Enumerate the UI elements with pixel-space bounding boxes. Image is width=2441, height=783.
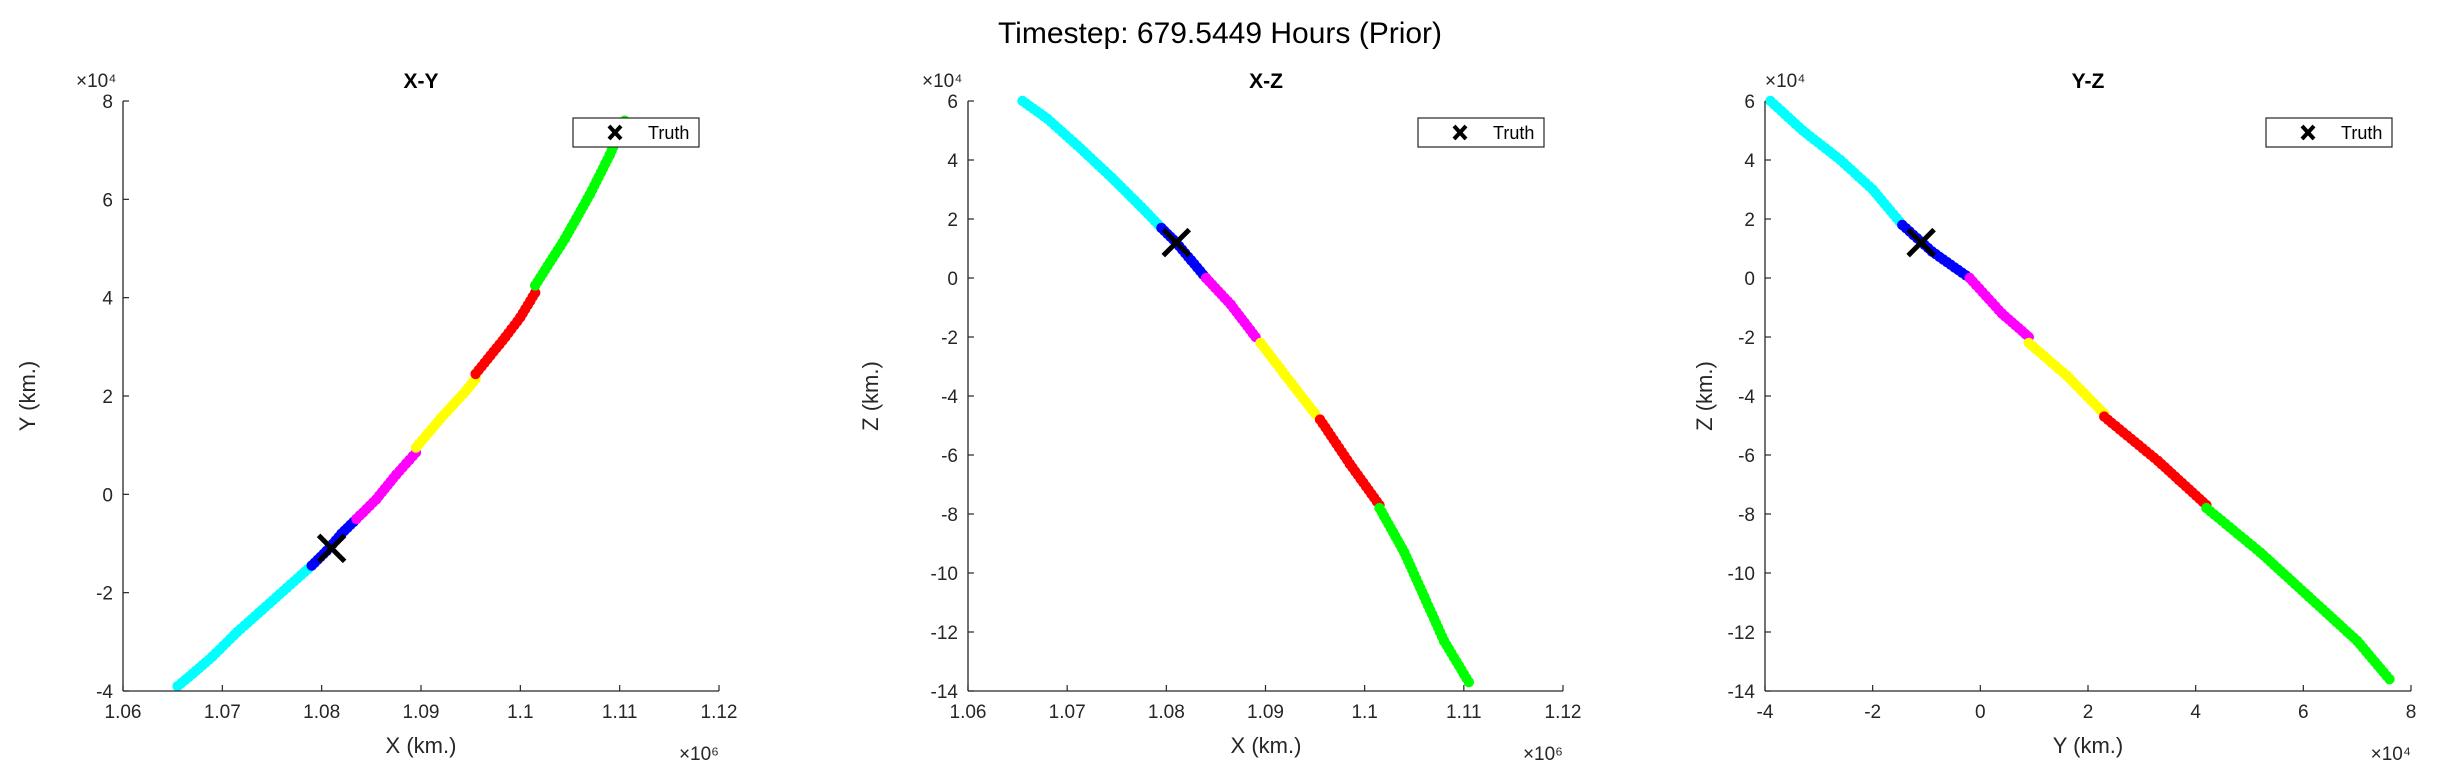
x-tick-label: 8 [2406,702,2417,723]
y-tick-label: 4 [1744,151,1755,172]
legend-truth-marker [607,124,623,141]
y-tick-label: 6 [947,92,958,113]
x-tick-label: 0 [1975,702,1986,723]
y-tick-label: -4 [1738,387,1755,408]
x-tick-label: 6 [2298,702,2309,723]
y-tick-label: -4 [941,387,958,408]
legend-label-truth: Truth [1493,123,1534,143]
legend: Truth [1417,117,1545,148]
legend: Truth [2265,117,2393,148]
data-point-red [530,287,541,298]
y-tick-label: -2 [1738,328,1755,349]
legend-box [1417,117,1545,148]
y-tick-label: -2 [96,584,113,605]
truth-marker-stroke [1161,227,1192,258]
x-axis-label: X (km.) [386,733,457,758]
legend: Truth [572,117,700,148]
y-exponent-label: ×10⁴ [76,71,116,92]
x-tick-label: 1.07 [204,702,241,723]
data-point-green [1463,676,1475,688]
y-tick-label: 0 [1744,269,1755,290]
x-axis-label: Y (km.) [2053,733,2123,758]
y-tick-label: -6 [941,446,958,467]
truth-marker-stroke [1906,227,1936,258]
y-axis-label: Z (km.) [858,361,883,431]
x-exponent-label: ×10⁴ [2371,744,2411,765]
x-tick-label: 1.06 [950,702,987,723]
y-tick-label: 0 [102,485,113,506]
x-tick-label: 1.12 [1545,702,1582,723]
y-tick-label: -10 [931,564,958,585]
y-tick-label: 0 [947,269,958,290]
x-tick-label: 2 [2083,702,2094,723]
legend-label-truth: Truth [2341,123,2382,143]
x-tick-label: 1.06 [105,702,142,723]
x-exponent-label: ×10⁶ [679,744,719,765]
y-tick-label: -14 [1728,682,1756,703]
legend-truth-marker [1452,124,1468,141]
figure-title: Timestep: 679.5449 Hours (Prior) [998,17,1442,50]
y-tick-label: 6 [102,190,113,211]
y-tick-label: -12 [1728,623,1755,644]
y-axis-label: Z (km.) [1692,361,1717,431]
x-tick-label: 1.09 [1247,702,1284,723]
y-tick-label: 4 [102,289,113,310]
y-tick-label: 2 [102,387,113,408]
y-tick-label: 2 [1744,210,1755,231]
legend-box [2265,117,2393,148]
legend-truth-marker [2300,124,2316,141]
x-tick-label: 1.11 [1446,702,1482,723]
plot-y-z: Y-Z Y (km.) Z (km.) ×10⁴ ×10⁴ -4 -2 0 2 4 6 8 -… [1692,70,2416,765]
y-tick-label: -2 [941,328,958,349]
x-tick-label: 4 [2190,702,2201,723]
plot-title: X-Y [403,70,438,93]
x-exponent-label: ×10⁶ [1523,744,1563,765]
y-tick-label: 6 [1744,92,1755,113]
legend-box [572,117,700,148]
x-tick-label: 1.12 [701,702,738,723]
y-tick-label: -8 [941,505,958,526]
plot-x-z: X-Z X (km.) Z (km.) ×10⁶ ×10⁴ 1.06 1.07 1.… [858,70,1581,765]
y-tick-label: -10 [1728,564,1755,585]
y-tick-label: -4 [96,682,113,703]
x-tick-label: 1.08 [1148,702,1185,723]
truth-marker [316,533,347,564]
y-tick-label: 4 [947,151,958,172]
truth-marker [1906,227,1936,258]
truth-marker [1161,227,1192,258]
data-point-green [2384,674,2395,685]
y-tick-label: -12 [931,623,958,644]
y-tick-label: 2 [947,210,958,231]
y-tick-label: -6 [1738,446,1755,467]
x-axis-label: X (km.) [1231,733,1302,758]
x-tick-label: -4 [1757,702,1774,723]
x-tick-label: 1.07 [1049,702,1086,723]
x-tick-label: 1.1 [507,702,533,723]
x-tick-label: 1.08 [303,702,340,723]
y-tick-label: -14 [931,682,959,703]
y-tick-label: -8 [1738,505,1755,526]
plot-title: X-Z [1249,70,1283,93]
y-axis-label: Y (km.) [15,361,40,431]
truth-marker-stroke [316,533,347,564]
legend-label-truth: Truth [648,123,689,143]
plot-x-y: X-Y X (km.) Y (km.) ×10⁶ ×10⁴ 1.06 1.07 1.… [15,70,737,765]
plot-title: Y-Z [2072,70,2105,93]
x-tick-label: 1.1 [1351,702,1377,723]
x-tick-label: -2 [1864,702,1881,723]
x-tick-label: 1.11 [602,702,638,723]
x-tick-label: 1.09 [403,702,440,723]
y-exponent-label: ×10⁴ [1765,71,1805,92]
y-tick-label: 8 [102,92,113,113]
y-exponent-label: ×10⁴ [922,71,962,92]
